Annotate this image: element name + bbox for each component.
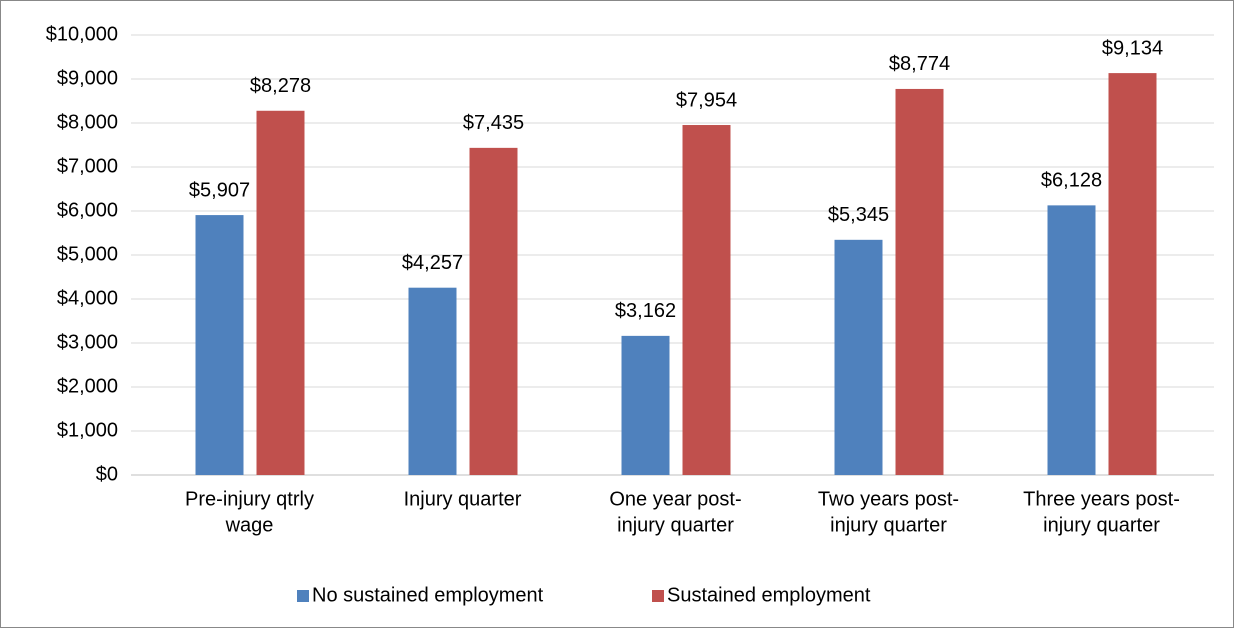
y-tick-label: $1,000	[57, 419, 118, 441]
data-label: $9,134	[1102, 37, 1163, 59]
y-tick-label: $0	[96, 463, 118, 485]
data-label: $3,162	[615, 300, 676, 322]
x-tick-label: wage	[225, 514, 274, 536]
x-tick-label: injury quarter	[1043, 514, 1160, 536]
bar	[256, 110, 305, 475]
y-tick-label: $6,000	[57, 199, 118, 221]
legend-label: Sustained employment	[667, 584, 871, 606]
y-tick-label: $5,000	[57, 243, 118, 265]
data-label: $8,774	[889, 53, 950, 75]
x-tick-label: injury quarter	[830, 514, 947, 536]
bar	[682, 125, 731, 476]
x-tick-label: Two years post-	[818, 488, 959, 510]
y-tick-label: $4,000	[57, 287, 118, 309]
data-label: $5,345	[828, 204, 889, 226]
bar	[895, 88, 944, 475]
bar	[195, 215, 244, 476]
y-tick-label: $2,000	[57, 375, 118, 397]
data-label: $7,954	[676, 89, 737, 111]
y-tick-label: $10,000	[46, 23, 118, 45]
bar	[1047, 205, 1096, 476]
bar	[834, 239, 883, 475]
data-label: $5,907	[189, 179, 250, 201]
data-label: $6,128	[1041, 170, 1102, 192]
data-label: $8,278	[250, 75, 311, 97]
bar	[408, 287, 457, 475]
y-tick-label: $9,000	[57, 67, 118, 89]
legend-swatch	[297, 590, 309, 602]
y-tick-label: $7,000	[57, 155, 118, 177]
legend-label: No sustained employment	[312, 584, 544, 606]
x-tick-label: injury quarter	[617, 514, 734, 536]
x-tick-label: Pre-injury qtrly	[185, 488, 314, 510]
data-label: $4,257	[402, 252, 463, 274]
bar	[1108, 73, 1157, 475]
y-tick-label: $8,000	[57, 111, 118, 133]
bar	[469, 147, 518, 476]
x-tick-label: Injury quarter	[404, 488, 522, 510]
data-label: $7,435	[463, 112, 524, 134]
x-tick-label: One year post-	[609, 488, 741, 510]
y-tick-label: $3,000	[57, 331, 118, 353]
x-tick-label: Three years post-	[1023, 488, 1180, 510]
legend-swatch	[652, 590, 664, 602]
bar	[621, 335, 670, 475]
